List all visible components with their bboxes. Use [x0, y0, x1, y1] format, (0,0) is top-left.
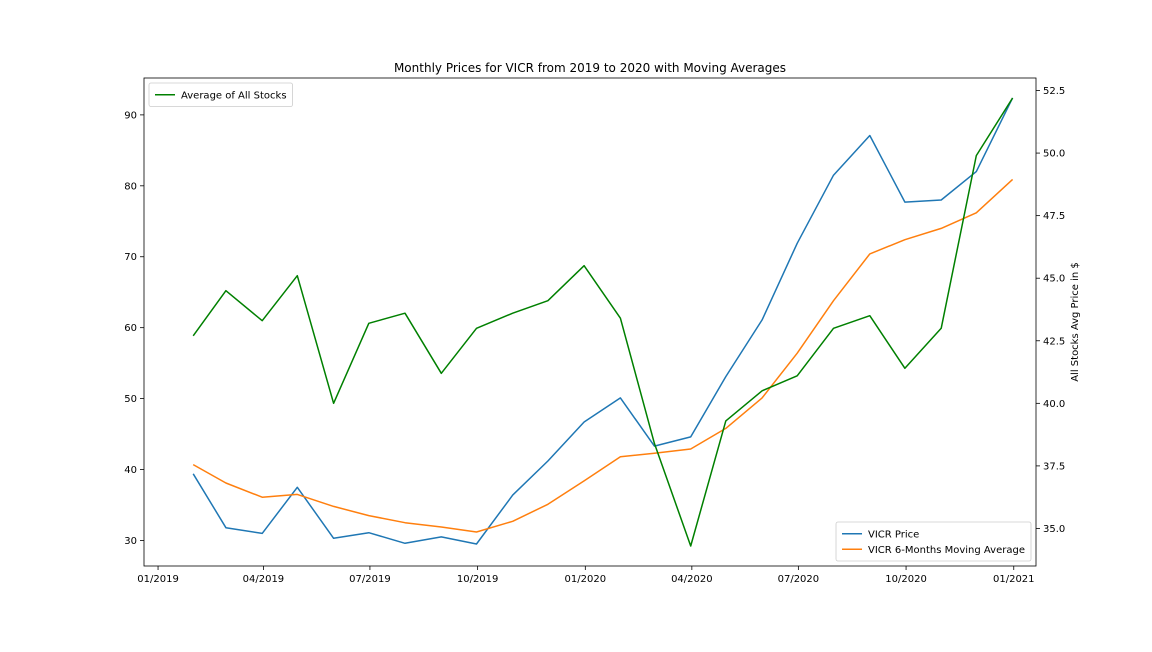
y-left-tick-label: 30 — [124, 536, 137, 547]
y-left-tick-label: 90 — [124, 110, 137, 121]
y-left-tick-label: 80 — [124, 181, 137, 192]
y-right-tick-label: 37.5 — [1043, 461, 1065, 472]
y-right-tick-label: 47.5 — [1043, 211, 1065, 222]
series-line-average-of-all-stocks — [192, 97, 1014, 547]
x-tick-label: 10/2020 — [885, 574, 927, 585]
series-line-vicr-6-months-moving-average — [192, 178, 1014, 533]
chart-title: Monthly Prices for VICR from 2019 to 202… — [394, 61, 786, 75]
y-right-tick-label: 40.0 — [1043, 399, 1065, 410]
y-right-tick-label: 50.0 — [1043, 149, 1065, 160]
legend-label: VICR Price — [868, 529, 919, 540]
right-axis-label: All Stocks Avg Price in $ — [1070, 262, 1081, 382]
legend-label: Average of All Stocks — [181, 90, 287, 101]
x-tick-label: 04/2020 — [671, 574, 713, 585]
x-tick-label: 07/2019 — [349, 574, 391, 585]
y-left-tick-label: 40 — [124, 465, 137, 476]
y-right-tick-label: 42.5 — [1043, 336, 1065, 347]
legend-box — [835, 521, 1032, 562]
x-tick-label: 01/2020 — [565, 574, 607, 585]
legend-upper-left: Average of All Stocks — [148, 82, 293, 107]
y-left-tick-label: 70 — [124, 252, 137, 263]
legend-box — [148, 82, 293, 107]
y-left-tick-label: 60 — [124, 323, 137, 334]
y-right-tick-label: 35.0 — [1043, 524, 1065, 535]
y-left-tick-label: 50 — [124, 394, 137, 405]
x-tick-label: 01/2021 — [993, 574, 1035, 585]
y-right-tick-label: 45.0 — [1043, 274, 1065, 285]
legend-lower-right: VICR Price VICR 6-Months Moving Average — [835, 521, 1032, 562]
x-tick-label: 01/2019 — [137, 574, 179, 585]
y-right-tick-label: 52.5 — [1043, 86, 1065, 97]
series-line-vicr-price — [192, 97, 1014, 545]
plot-frame — [143, 77, 1037, 567]
legend-label: VICR 6-Months Moving Average — [868, 545, 1025, 556]
x-tick-label: 04/2019 — [243, 574, 285, 585]
x-tick-label: 07/2020 — [778, 574, 820, 585]
x-tick-label: 10/2019 — [457, 574, 499, 585]
